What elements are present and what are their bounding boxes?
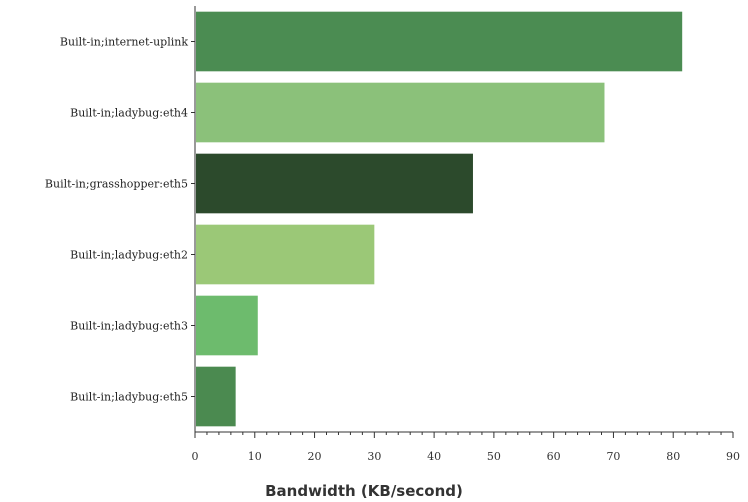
bar-3 — [196, 224, 375, 285]
x-tick-label: 40 — [427, 450, 441, 463]
x-axis-title: Bandwidth (KB/second) — [265, 482, 463, 500]
bar-4 — [196, 295, 258, 356]
x-tick-label: 50 — [487, 450, 501, 463]
category-labels: Built-in;internet-uplink Built-in;ladybug… — [45, 36, 195, 404]
x-tick-label: 70 — [606, 450, 620, 463]
x-tick-label: 20 — [308, 450, 322, 463]
category-label: Built-in;internet-uplink — [60, 36, 188, 49]
category-label: Built-in;ladybug:eth3 — [70, 320, 188, 333]
category-label: Built-in;grasshopper:eth5 — [45, 178, 188, 191]
x-tick-label: 10 — [248, 450, 262, 463]
x-tick-label: 80 — [666, 450, 680, 463]
bar-2 — [196, 153, 473, 214]
x-tick-label: 60 — [547, 450, 561, 463]
x-tick-label: 0 — [192, 450, 199, 463]
bar-5 — [196, 366, 236, 427]
category-label: Built-in;ladybug:eth5 — [70, 391, 188, 404]
x-tick-label: 30 — [367, 450, 381, 463]
bars-group — [196, 11, 683, 427]
x-tick-label: 90 — [726, 450, 740, 463]
category-label: Built-in;ladybug:eth2 — [70, 249, 188, 262]
bar-1 — [196, 82, 605, 143]
category-label: Built-in;ladybug:eth4 — [70, 107, 188, 120]
bar-0 — [196, 11, 683, 72]
x-axis-ticks: 0 10 20 30 40 50 60 70 80 90 — [192, 432, 740, 463]
